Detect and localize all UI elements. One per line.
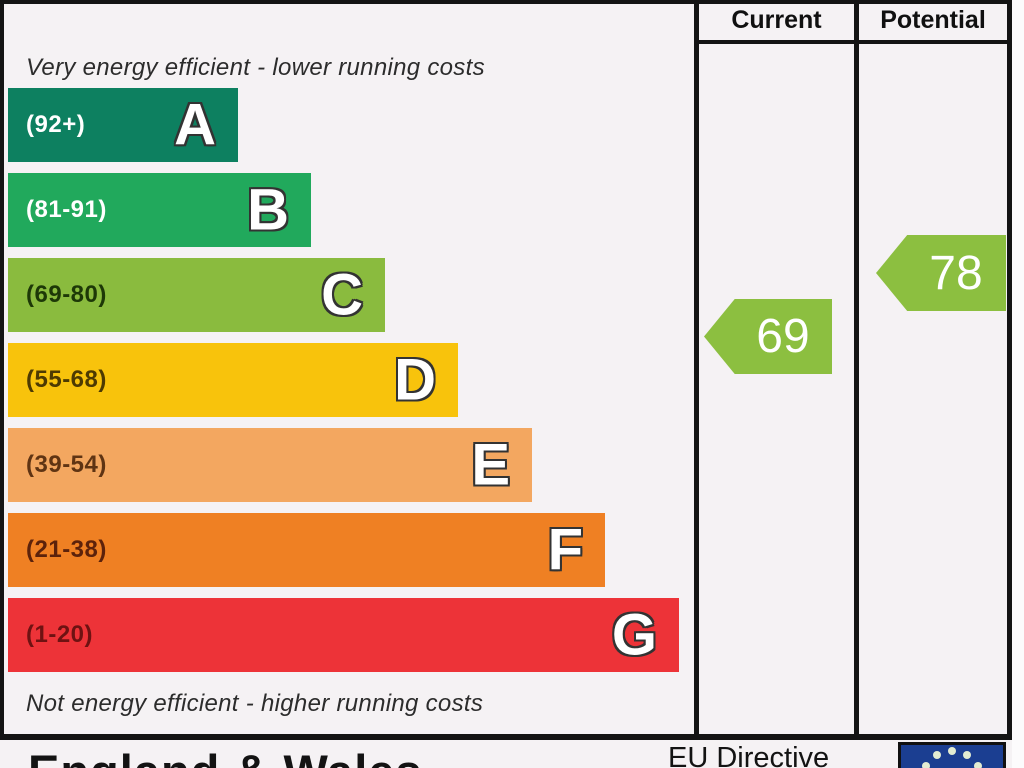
caption-very-efficient: Very energy efficient - lower running co… [26, 54, 485, 81]
band-e-bar: (39-54) E [8, 428, 532, 502]
table-border-bottom [0, 734, 1012, 740]
band-c-range: (69-80) [26, 281, 107, 308]
column-header-current: Current [731, 5, 822, 34]
table-border-left [0, 0, 4, 740]
band-d-letter: D [394, 347, 436, 413]
eu-flag-stars [922, 747, 982, 768]
band-g-bar: (1-20) G [8, 598, 679, 672]
band-a-bar: (92+) A [8, 88, 238, 162]
band-b-letter: B [247, 177, 289, 243]
footer-region-label: England & Wales [28, 744, 423, 768]
column-divider-potential [854, 0, 859, 740]
column-header-potential: Potential [880, 5, 986, 34]
band-f-range: (21-38) [26, 536, 107, 563]
band-d-bar: (55-68) D [8, 343, 458, 417]
band-c-letter: C [321, 262, 363, 328]
band-b-bar: (81-91) B [8, 173, 311, 247]
band-f-letter: F [547, 517, 583, 583]
header-separator [694, 40, 1012, 44]
band-g-range: (1-20) [26, 621, 94, 648]
band-f-bar: (21-38) F [8, 513, 605, 587]
potential-rating-value: 78 [929, 246, 983, 300]
potential-rating-arrow: 78 [876, 235, 1006, 311]
table-border-top [0, 0, 1012, 4]
table-border-right [1007, 0, 1012, 740]
current-rating-arrow: 69 [704, 299, 832, 374]
current-rating-value: 69 [756, 310, 810, 363]
band-b-range: (81-91) [26, 196, 107, 223]
band-d-range: (55-68) [26, 366, 107, 393]
eu-flag-icon [898, 742, 1006, 768]
band-a-letter: A [174, 92, 216, 158]
band-a-range: (92+) [26, 111, 86, 138]
band-c-bar: (69-80) C [8, 258, 385, 332]
band-g-letter: G [611, 602, 657, 668]
column-divider-current [694, 0, 699, 740]
footer-eu-directive-label: EU Directive [668, 742, 830, 768]
band-e-letter: E [471, 432, 510, 498]
right-margin [1012, 0, 1024, 768]
caption-not-efficient: Not energy efficient - higher running co… [26, 690, 484, 717]
band-e-range: (39-54) [26, 451, 107, 478]
